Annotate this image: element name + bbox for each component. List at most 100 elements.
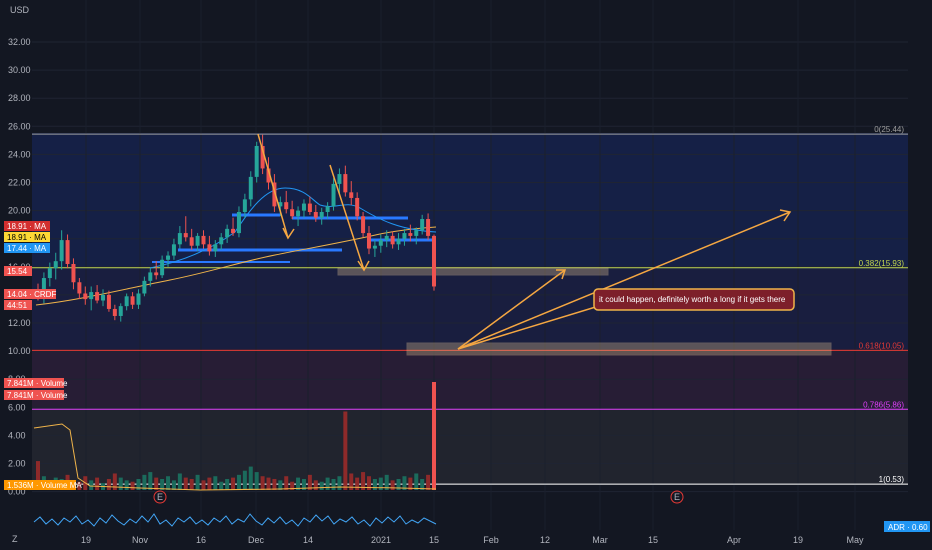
volume-bar xyxy=(361,472,366,490)
candle-body xyxy=(95,292,100,301)
volume-tag-2: 7.841M · Volume xyxy=(7,391,68,400)
volume-bar xyxy=(331,478,336,490)
currency-label: USD xyxy=(10,5,30,15)
volume-bar xyxy=(390,480,395,490)
volume-bar xyxy=(396,478,401,490)
x-tick-label: Feb xyxy=(483,535,499,545)
volume-bar xyxy=(183,477,188,490)
volume-bar xyxy=(201,480,206,490)
y-grid xyxy=(32,41,908,493)
candle-body xyxy=(148,272,153,281)
fib-level-label: 0.382(15.93) xyxy=(859,259,905,268)
volume-bar xyxy=(402,476,407,490)
footer-left-label: Z xyxy=(12,534,18,544)
candle-body xyxy=(118,306,123,316)
volume-bar xyxy=(319,481,324,490)
volume-bar xyxy=(349,473,354,490)
candle-body xyxy=(101,294,106,301)
drawing-arrows[interactable] xyxy=(257,133,792,350)
x-tick-label: Nov xyxy=(132,535,149,545)
volume-tag-1: 7.841M · Volume xyxy=(7,379,68,388)
price-tag-ma-yellow: 18.91 · MA xyxy=(7,233,47,242)
support-zone-box[interactable] xyxy=(406,342,832,356)
candle-body xyxy=(242,199,247,213)
price-tag-ma-red: 18.91 · MA xyxy=(7,222,47,231)
x-tick-label: 19 xyxy=(81,535,91,545)
x-tick-label: 16 xyxy=(196,535,206,545)
adr-line xyxy=(33,513,437,527)
y-tick-label: 6.00 xyxy=(8,402,26,412)
candle-body xyxy=(414,230,419,236)
volume-bar xyxy=(378,477,383,490)
y-tick-label: 10.00 xyxy=(8,346,31,356)
candle-body xyxy=(213,244,218,252)
y-tick-label: 20.00 xyxy=(8,206,31,216)
volume-bar xyxy=(189,478,194,490)
y-tick-label: 0.00 xyxy=(8,487,26,497)
fib-zone-bottom xyxy=(32,409,908,485)
candle-body xyxy=(183,233,188,238)
volume-bar xyxy=(225,478,230,490)
candle-body xyxy=(130,296,135,305)
volume-bar xyxy=(266,477,271,490)
candle-body xyxy=(47,268,52,279)
volume-bar xyxy=(301,478,306,490)
candle-body xyxy=(112,308,117,316)
x-tick-label: 15 xyxy=(429,535,439,545)
volume-bar xyxy=(414,473,419,490)
x-tick-label: 12 xyxy=(540,535,550,545)
volume-bar xyxy=(171,480,176,490)
price-tag-crdf: 14.04 · CRDF xyxy=(7,290,56,299)
candle-body xyxy=(420,219,425,231)
x-tick-label: Dec xyxy=(248,535,265,545)
candle-body xyxy=(384,235,389,241)
annotation-callout[interactable]: it could happen, definitely worth a long… xyxy=(593,288,795,311)
volume-bar xyxy=(242,470,247,490)
candle-body xyxy=(331,183,336,207)
candle-body xyxy=(236,212,241,234)
candle-body xyxy=(284,202,289,210)
volume-bar xyxy=(130,481,135,490)
volume-bar xyxy=(432,382,436,490)
earnings-markers[interactable]: E E xyxy=(153,490,684,504)
candle-body xyxy=(248,176,253,200)
candle-body xyxy=(89,292,94,300)
candle-body xyxy=(290,209,295,217)
volume-bar xyxy=(195,474,200,490)
volume-bar xyxy=(290,481,295,490)
volume-ma-tag: 1.536M · Volume MA xyxy=(7,481,82,490)
volume-bar xyxy=(372,478,377,490)
candle-body xyxy=(337,174,342,184)
candle-body xyxy=(225,228,230,238)
annotation-text: it could happen, definitely worth a long… xyxy=(599,295,786,304)
candle-body xyxy=(201,235,206,245)
volume-bar xyxy=(325,477,330,490)
candle-body xyxy=(189,237,194,246)
resistance-zone-box[interactable] xyxy=(337,267,609,276)
candle-body xyxy=(231,228,236,234)
volume-bar xyxy=(166,476,171,490)
y-tick-label: 32.00 xyxy=(8,37,31,47)
candle-body xyxy=(160,259,165,276)
price-tag-ma-blue: 17.44 · MA xyxy=(7,244,47,253)
y-tick-label: 30.00 xyxy=(8,65,31,75)
candle-body xyxy=(349,192,354,198)
candle-body xyxy=(254,145,259,177)
volume-bar xyxy=(313,480,318,490)
adr-badge xyxy=(884,521,930,532)
volume-bar xyxy=(177,473,182,490)
earnings-marker-1: E xyxy=(157,492,163,502)
candle-body xyxy=(266,168,271,183)
candle-body xyxy=(106,294,111,309)
volume-bar xyxy=(160,478,165,490)
volume-bar xyxy=(284,476,289,490)
volume-bar xyxy=(236,474,241,490)
candle-body xyxy=(319,212,324,218)
candle-body xyxy=(171,244,176,256)
fib-level-label: 0(25.44) xyxy=(874,125,904,134)
ma-long-line xyxy=(35,226,437,306)
candle-body xyxy=(219,237,224,245)
volume-bar xyxy=(260,476,265,490)
candle-body xyxy=(136,293,141,305)
